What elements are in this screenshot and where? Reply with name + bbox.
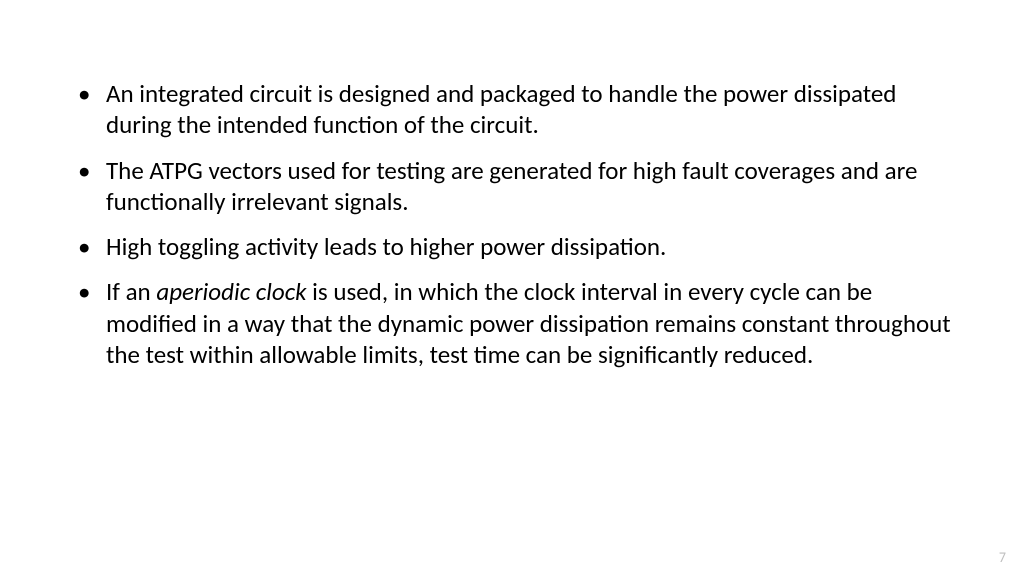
list-item: The ATPG vectors used for testing are ge…	[100, 155, 964, 218]
list-item: If an aperiodic clock is used, in which …	[100, 276, 964, 370]
slide: An integrated circuit is designed and pa…	[0, 0, 1024, 576]
list-item: An integrated circuit is designed and pa…	[100, 78, 964, 141]
list-item: High toggling activity leads to higher p…	[100, 231, 964, 262]
page-number: 7	[999, 549, 1006, 566]
bullet-text: High toggling activity leads to higher p…	[106, 231, 666, 262]
bullet-text: The ATPG vectors used for testing are ge…	[106, 155, 917, 217]
bullet-text-italic: aperiodic clock	[156, 276, 306, 307]
bullet-text: An integrated circuit is designed and pa…	[106, 78, 896, 140]
bullet-text-pre: If an	[106, 276, 156, 307]
bullet-list: An integrated circuit is designed and pa…	[60, 78, 964, 370]
